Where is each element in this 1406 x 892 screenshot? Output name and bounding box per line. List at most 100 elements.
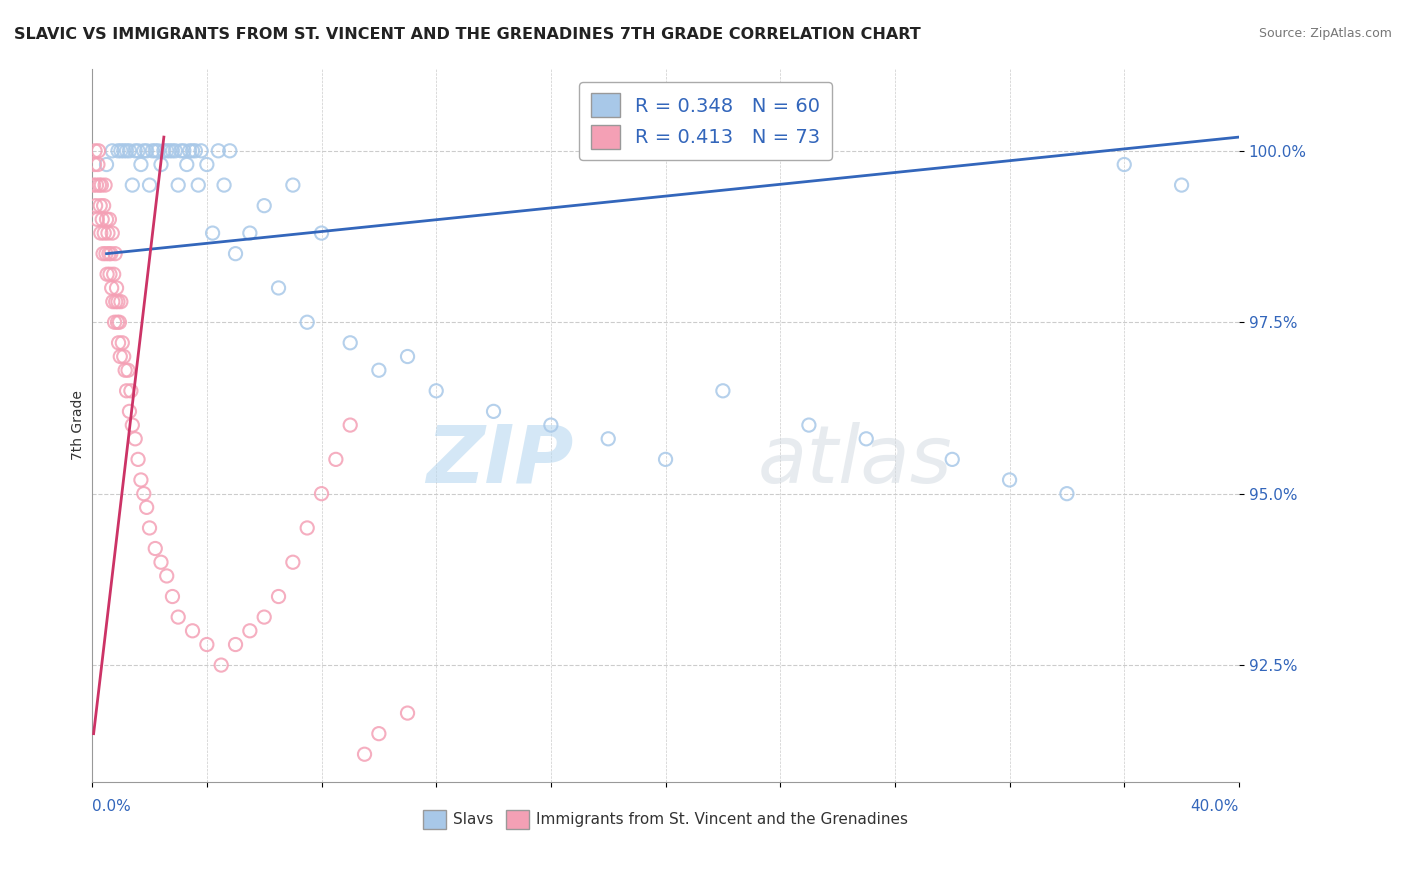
Point xyxy=(93,199,115,213)
Point xyxy=(143,144,166,158)
Point xyxy=(107,144,129,158)
Point xyxy=(93,226,115,240)
Point xyxy=(138,521,160,535)
Point xyxy=(267,590,290,604)
Point xyxy=(540,418,562,433)
Point xyxy=(112,144,135,158)
Text: ZIP: ZIP xyxy=(426,422,574,500)
Text: Source: ZipAtlas.com: Source: ZipAtlas.com xyxy=(1258,27,1392,40)
Point xyxy=(90,226,112,240)
Point xyxy=(101,144,124,158)
Point xyxy=(132,486,155,500)
Point xyxy=(129,473,152,487)
Point xyxy=(138,178,160,193)
Point xyxy=(195,157,218,171)
Point xyxy=(150,157,173,171)
Point xyxy=(96,157,118,171)
Point xyxy=(253,199,276,213)
Point xyxy=(132,144,155,158)
Point xyxy=(96,267,118,281)
Point xyxy=(201,226,224,240)
Point xyxy=(90,178,112,193)
Point xyxy=(311,486,333,500)
Point xyxy=(353,747,375,762)
Point xyxy=(89,199,111,213)
Point xyxy=(367,726,389,740)
Point xyxy=(129,157,152,171)
Point xyxy=(135,500,157,515)
Point xyxy=(711,384,734,398)
Point xyxy=(190,144,212,158)
Point xyxy=(156,569,179,583)
Point xyxy=(162,590,184,604)
Point xyxy=(118,404,141,418)
Text: SLAVIC VS IMMIGRANTS FROM ST. VINCENT AND THE GRENADINES 7TH GRADE CORRELATION C: SLAVIC VS IMMIGRANTS FROM ST. VINCENT AN… xyxy=(14,27,921,42)
Point xyxy=(181,624,204,638)
Point xyxy=(124,432,146,446)
Point xyxy=(179,144,201,158)
Point xyxy=(135,144,157,158)
Point xyxy=(104,246,127,260)
Point xyxy=(127,452,149,467)
Point xyxy=(267,281,290,295)
Point xyxy=(187,178,209,193)
Point xyxy=(94,178,117,193)
Point xyxy=(153,144,176,158)
Point xyxy=(143,541,166,556)
Point xyxy=(167,610,190,624)
Point xyxy=(195,638,218,652)
Point xyxy=(425,384,447,398)
Point xyxy=(127,144,149,158)
Point xyxy=(141,144,163,158)
Point xyxy=(96,212,118,227)
Point xyxy=(98,267,121,281)
Point xyxy=(89,178,111,193)
Point xyxy=(239,226,262,240)
Point xyxy=(855,432,877,446)
Point xyxy=(281,555,304,569)
Point xyxy=(84,144,107,158)
Point xyxy=(1056,486,1078,500)
Point xyxy=(103,315,125,329)
Point xyxy=(83,178,105,193)
Point xyxy=(107,294,129,309)
Point xyxy=(110,350,132,364)
Point xyxy=(998,473,1021,487)
Point xyxy=(184,144,207,158)
Point xyxy=(121,178,143,193)
Point xyxy=(84,199,107,213)
Point xyxy=(167,178,190,193)
Point xyxy=(339,418,361,433)
Point xyxy=(159,144,181,158)
Point xyxy=(86,212,108,227)
Point xyxy=(115,384,138,398)
Point xyxy=(225,246,247,260)
Point xyxy=(218,144,240,158)
Point xyxy=(86,178,108,193)
Point xyxy=(176,157,198,171)
Point xyxy=(396,706,419,720)
Point xyxy=(598,432,620,446)
Point xyxy=(94,246,117,260)
Point xyxy=(91,246,114,260)
Point xyxy=(281,178,304,193)
Point xyxy=(162,144,184,158)
Point xyxy=(165,144,187,158)
Point xyxy=(112,350,135,364)
Point xyxy=(146,144,169,158)
Text: 0.0%: 0.0% xyxy=(93,799,131,814)
Point xyxy=(118,144,141,158)
Point xyxy=(170,144,193,158)
Point xyxy=(101,294,124,309)
Point xyxy=(114,363,136,377)
Point xyxy=(295,315,318,329)
Point xyxy=(101,226,124,240)
Point xyxy=(98,212,121,227)
Point xyxy=(117,363,139,377)
Point xyxy=(108,315,131,329)
Point xyxy=(121,418,143,433)
Point xyxy=(207,144,229,158)
Point xyxy=(396,350,419,364)
Point xyxy=(104,294,127,309)
Point xyxy=(797,418,820,433)
